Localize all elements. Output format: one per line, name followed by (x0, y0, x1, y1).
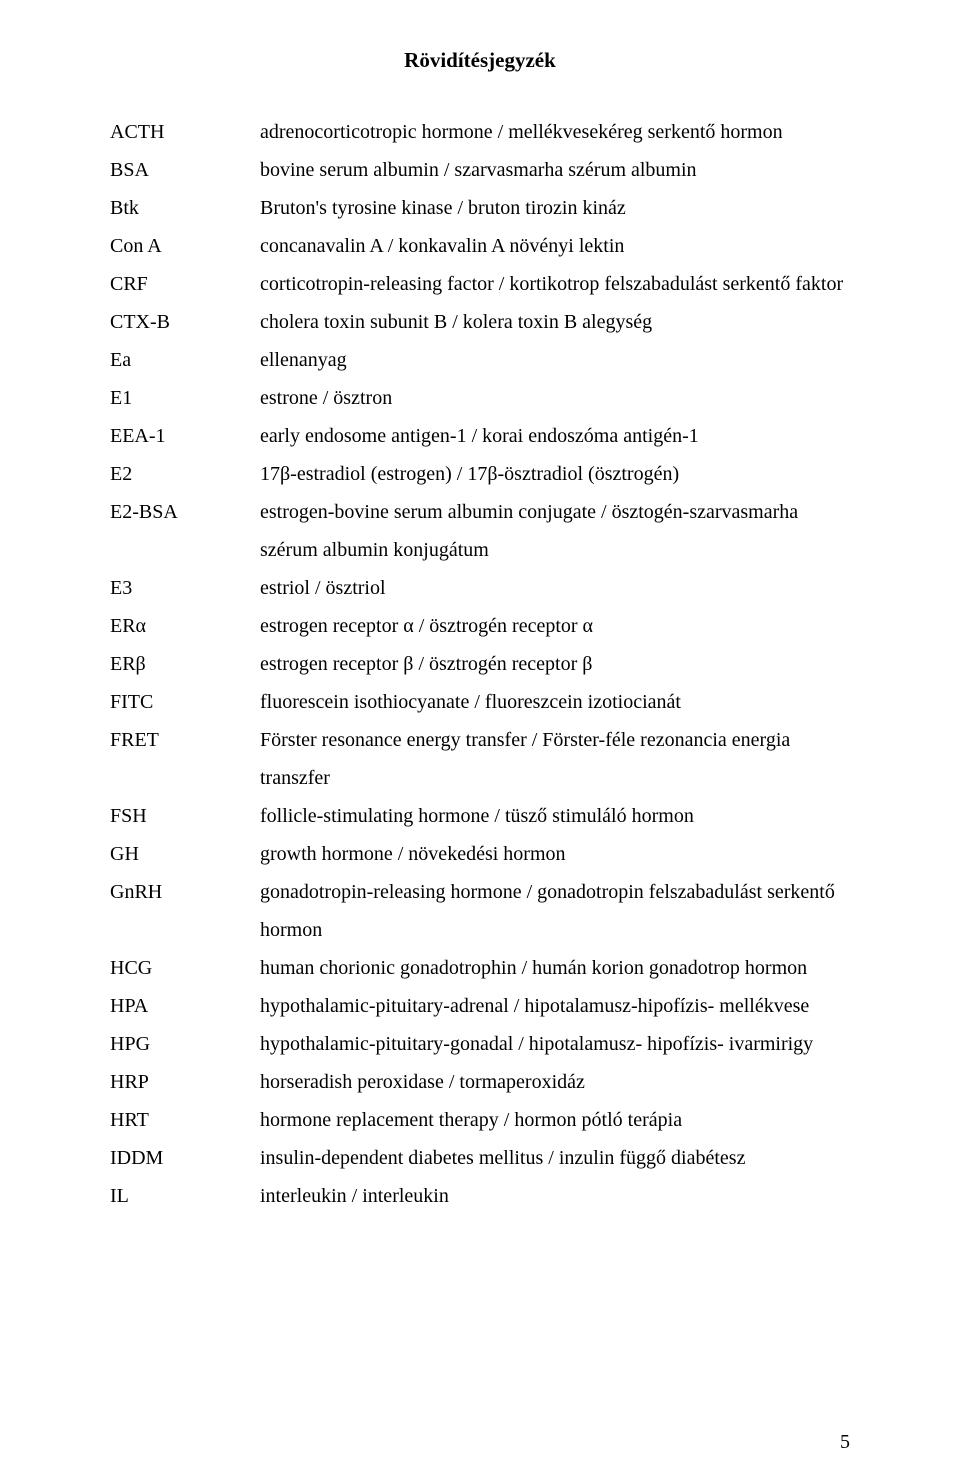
abbreviation-entry: ERβestrogen receptor β / ösztrogén recep… (110, 645, 850, 683)
abbreviation-description: corticotropin-releasing factor / kortiko… (260, 265, 850, 303)
abbreviation-term: E2 (110, 455, 260, 493)
abbreviation-description: ellenanyag (260, 341, 850, 379)
abbreviation-term: E2-BSA (110, 493, 260, 531)
abbreviation-term: CTX-B (110, 303, 260, 341)
abbreviation-term: GH (110, 835, 260, 873)
abbreviation-term: HRP (110, 1063, 260, 1101)
abbreviation-entry: FRETFörster resonance energy transfer / … (110, 721, 850, 797)
abbreviation-description: Förster resonance energy transfer / Förs… (260, 721, 850, 797)
abbreviation-description: fluorescein isothiocyanate / fluoreszcei… (260, 683, 850, 721)
abbreviation-description: estriol / ösztriol (260, 569, 850, 607)
abbreviation-description: estrone / ösztron (260, 379, 850, 417)
abbreviation-description: human chorionic gonadotrophin / humán ko… (260, 949, 850, 987)
document-page: Rövidítésjegyzék ACTHadrenocorticotropic… (0, 0, 960, 1484)
abbreviation-description: hypothalamic-pituitary-adrenal / hipotal… (260, 987, 850, 1025)
abbreviation-term: EEA-1 (110, 417, 260, 455)
abbreviation-description: gonadotropin-releasing hormone / gonadot… (260, 873, 850, 949)
abbreviation-term: HPA (110, 987, 260, 1025)
abbreviation-description: interleukin / interleukin (260, 1177, 850, 1215)
abbreviation-list: ACTHadrenocorticotropic hormone / mellék… (110, 113, 850, 1215)
abbreviation-entry: HRThormone replacement therapy / hormon … (110, 1101, 850, 1139)
abbreviation-entry: HPAhypothalamic-pituitary-adrenal / hipo… (110, 987, 850, 1025)
abbreviation-term: BSA (110, 151, 260, 189)
abbreviation-entry: HCGhuman chorionic gonadotrophin / humán… (110, 949, 850, 987)
abbreviation-description: horseradish peroxidase / tormaperoxidáz (260, 1063, 850, 1101)
abbreviation-term: GnRH (110, 873, 260, 911)
abbreviation-term: HRT (110, 1101, 260, 1139)
abbreviation-entry: CTX-Bcholera toxin subunit B / kolera to… (110, 303, 850, 341)
abbreviation-term: HPG (110, 1025, 260, 1063)
abbreviation-entry: Con Aconcanavalin A / konkavalin A növén… (110, 227, 850, 265)
abbreviation-description: follicle-stimulating hormone / tüsző sti… (260, 797, 850, 835)
abbreviation-term: IL (110, 1177, 260, 1215)
abbreviation-description: hormone replacement therapy / hormon pót… (260, 1101, 850, 1139)
abbreviation-description: estrogen receptor α / ösztrogén receptor… (260, 607, 850, 645)
abbreviation-entry: Eaellenanyag (110, 341, 850, 379)
abbreviation-description: growth hormone / növekedési hormon (260, 835, 850, 873)
abbreviation-entry: BSAbovine serum albumin / szarvasmarha s… (110, 151, 850, 189)
page-title: Rövidítésjegyzék (110, 48, 850, 73)
abbreviation-term: ERβ (110, 645, 260, 683)
abbreviation-entry: GnRHgonadotropin-releasing hormone / gon… (110, 873, 850, 949)
abbreviation-entry: BtkBruton's tyrosine kinase / bruton tir… (110, 189, 850, 227)
abbreviation-entry: FITCfluorescein isothiocyanate / fluores… (110, 683, 850, 721)
abbreviation-description: adrenocorticotropic hormone / mellékvese… (260, 113, 850, 151)
abbreviation-description: early endosome antigen-1 / korai endoszó… (260, 417, 850, 455)
abbreviation-term: Btk (110, 189, 260, 227)
abbreviation-entry: E217β-estradiol (estrogen) / 17β-ösztrad… (110, 455, 850, 493)
abbreviation-entry: IDDMinsulin-dependent diabetes mellitus … (110, 1139, 850, 1177)
abbreviation-description: insulin-dependent diabetes mellitus / in… (260, 1139, 850, 1177)
abbreviation-description: estrogen-bovine serum albumin conjugate … (260, 493, 850, 569)
abbreviation-entry: FSHfollicle-stimulating hormone / tüsző … (110, 797, 850, 835)
abbreviation-entry: ACTHadrenocorticotropic hormone / mellék… (110, 113, 850, 151)
abbreviation-description: hypothalamic-pituitary-gonadal / hipotal… (260, 1025, 850, 1063)
page-number: 5 (840, 1431, 850, 1454)
abbreviation-entry: E3estriol / ösztriol (110, 569, 850, 607)
abbreviation-term: FSH (110, 797, 260, 835)
abbreviation-term: IDDM (110, 1139, 260, 1177)
abbreviation-term: ERα (110, 607, 260, 645)
abbreviation-description: estrogen receptor β / ösztrogén receptor… (260, 645, 850, 683)
abbreviation-term: E1 (110, 379, 260, 417)
abbreviation-term: ACTH (110, 113, 260, 151)
abbreviation-entry: GHgrowth hormone / növekedési hormon (110, 835, 850, 873)
abbreviation-entry: HPGhypothalamic-pituitary-gonadal / hipo… (110, 1025, 850, 1063)
abbreviation-term: FITC (110, 683, 260, 721)
abbreviation-term: HCG (110, 949, 260, 987)
abbreviation-description: cholera toxin subunit B / kolera toxin B… (260, 303, 850, 341)
abbreviation-term: CRF (110, 265, 260, 303)
abbreviation-entry: E1estrone / ösztron (110, 379, 850, 417)
abbreviation-term: FRET (110, 721, 260, 759)
abbreviation-description: Bruton's tyrosine kinase / bruton tirozi… (260, 189, 850, 227)
abbreviation-entry: ILinterleukin / interleukin (110, 1177, 850, 1215)
abbreviation-description: 17β-estradiol (estrogen) / 17β-ösztradio… (260, 455, 850, 493)
abbreviation-term: E3 (110, 569, 260, 607)
abbreviation-term: Con A (110, 227, 260, 265)
abbreviation-description: concanavalin A / konkavalin A növényi le… (260, 227, 850, 265)
abbreviation-entry: HRPhorseradish peroxidase / tormaperoxid… (110, 1063, 850, 1101)
abbreviation-description: bovine serum albumin / szarvasmarha szér… (260, 151, 850, 189)
abbreviation-entry: ERαestrogen receptor α / ösztrogén recep… (110, 607, 850, 645)
abbreviation-term: Ea (110, 341, 260, 379)
abbreviation-entry: E2-BSAestrogen-bovine serum albumin conj… (110, 493, 850, 569)
abbreviation-entry: EEA-1early endosome antigen-1 / korai en… (110, 417, 850, 455)
abbreviation-entry: CRFcorticotropin-releasing factor / kort… (110, 265, 850, 303)
